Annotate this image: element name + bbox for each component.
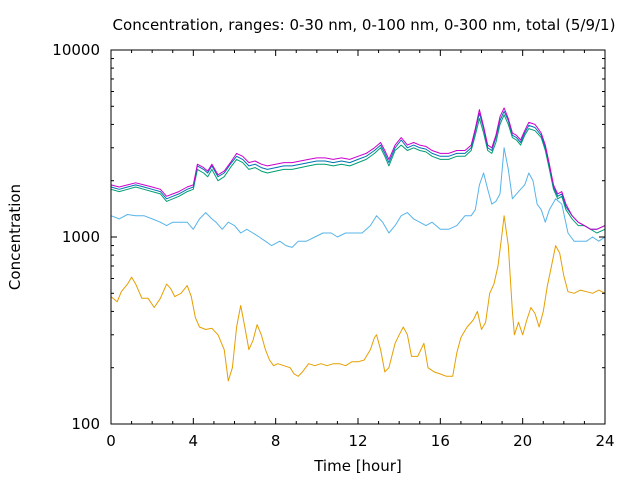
ticks-layer: 0 4 8 12 16 20 24 100 1000 10000: [52, 41, 614, 450]
series-line-4: [110, 110, 606, 230]
series-line-3: [110, 114, 606, 234]
chart-title: Concentration, ranges: 0-30 nm, 0-100 nm…: [113, 16, 616, 34]
x-tick-label: 20: [513, 432, 532, 450]
y-axis-label: Concentration: [6, 184, 24, 290]
x-axis-label: Time [hour]: [313, 457, 402, 475]
series-line-2: [110, 147, 606, 248]
series-line-5: [110, 107, 606, 230]
y-tick-label: 10000: [52, 41, 100, 59]
x-tick-label: 24: [595, 432, 614, 450]
x-tick-label: 0: [106, 432, 116, 450]
x-tick-label: 12: [348, 432, 367, 450]
y-tick-label: 1000: [62, 228, 100, 246]
x-tick-label: 4: [189, 432, 199, 450]
x-tick-label: 8: [271, 432, 281, 450]
y-tick-label: 100: [71, 415, 100, 433]
series-line-1: [110, 215, 606, 382]
x-tick-label: 16: [431, 432, 450, 450]
series-layer: [110, 107, 606, 382]
plot-frame: [110, 49, 606, 425]
